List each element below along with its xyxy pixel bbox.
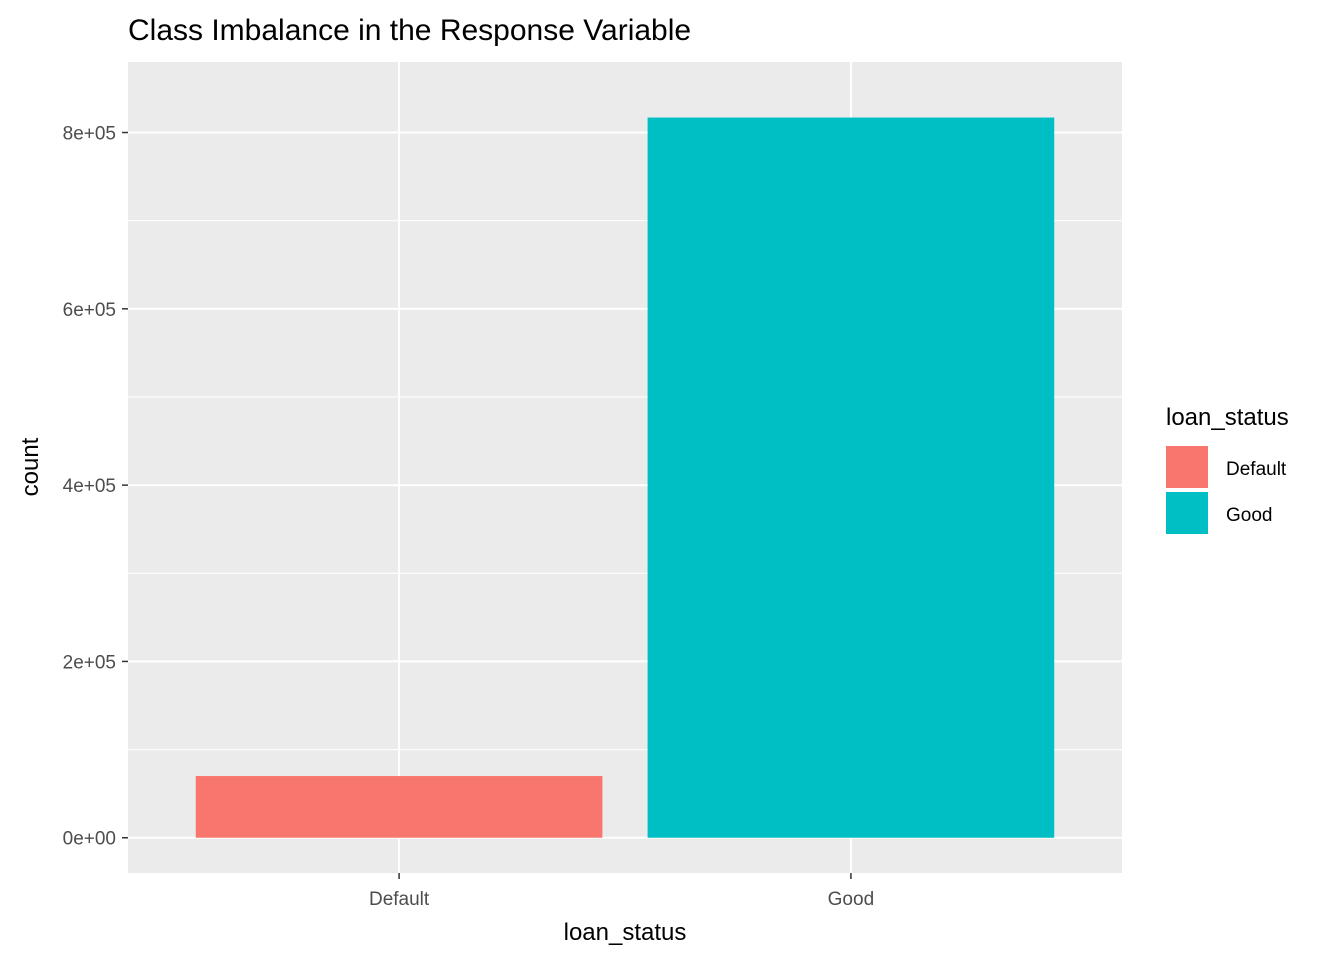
legend-label-good: Good bbox=[1226, 505, 1272, 526]
legend: loan_status Default Good bbox=[1166, 404, 1289, 534]
y-tick-label: 6e+05 bbox=[63, 300, 116, 321]
legend-label-default: Default bbox=[1226, 459, 1287, 480]
legend-swatch-good bbox=[1166, 492, 1208, 534]
legend-title: loan_status bbox=[1166, 404, 1289, 431]
y-axis-title: count bbox=[17, 437, 44, 496]
y-tick-label: 4e+05 bbox=[63, 476, 116, 497]
x-tick-label-good: Good bbox=[828, 889, 874, 910]
y-tick-label: 8e+05 bbox=[63, 124, 116, 145]
x-axis-title: loan_status bbox=[564, 919, 687, 946]
legend-entries: Default Good bbox=[1166, 446, 1287, 534]
bar-default bbox=[195, 776, 603, 838]
y-axis: 0e+00 2e+05 4e+05 6e+05 8e+05 bbox=[63, 124, 128, 850]
x-axis: Default Good bbox=[369, 873, 874, 910]
chart-title: Class Imbalance in the Response Variable bbox=[128, 14, 691, 47]
x-tick-label-default: Default bbox=[369, 889, 430, 910]
y-tick-label: 0e+00 bbox=[63, 829, 116, 850]
bar-good bbox=[647, 117, 1055, 838]
y-tick-label: 2e+05 bbox=[63, 652, 116, 673]
legend-swatch-default bbox=[1166, 446, 1208, 488]
bars bbox=[195, 117, 1055, 838]
